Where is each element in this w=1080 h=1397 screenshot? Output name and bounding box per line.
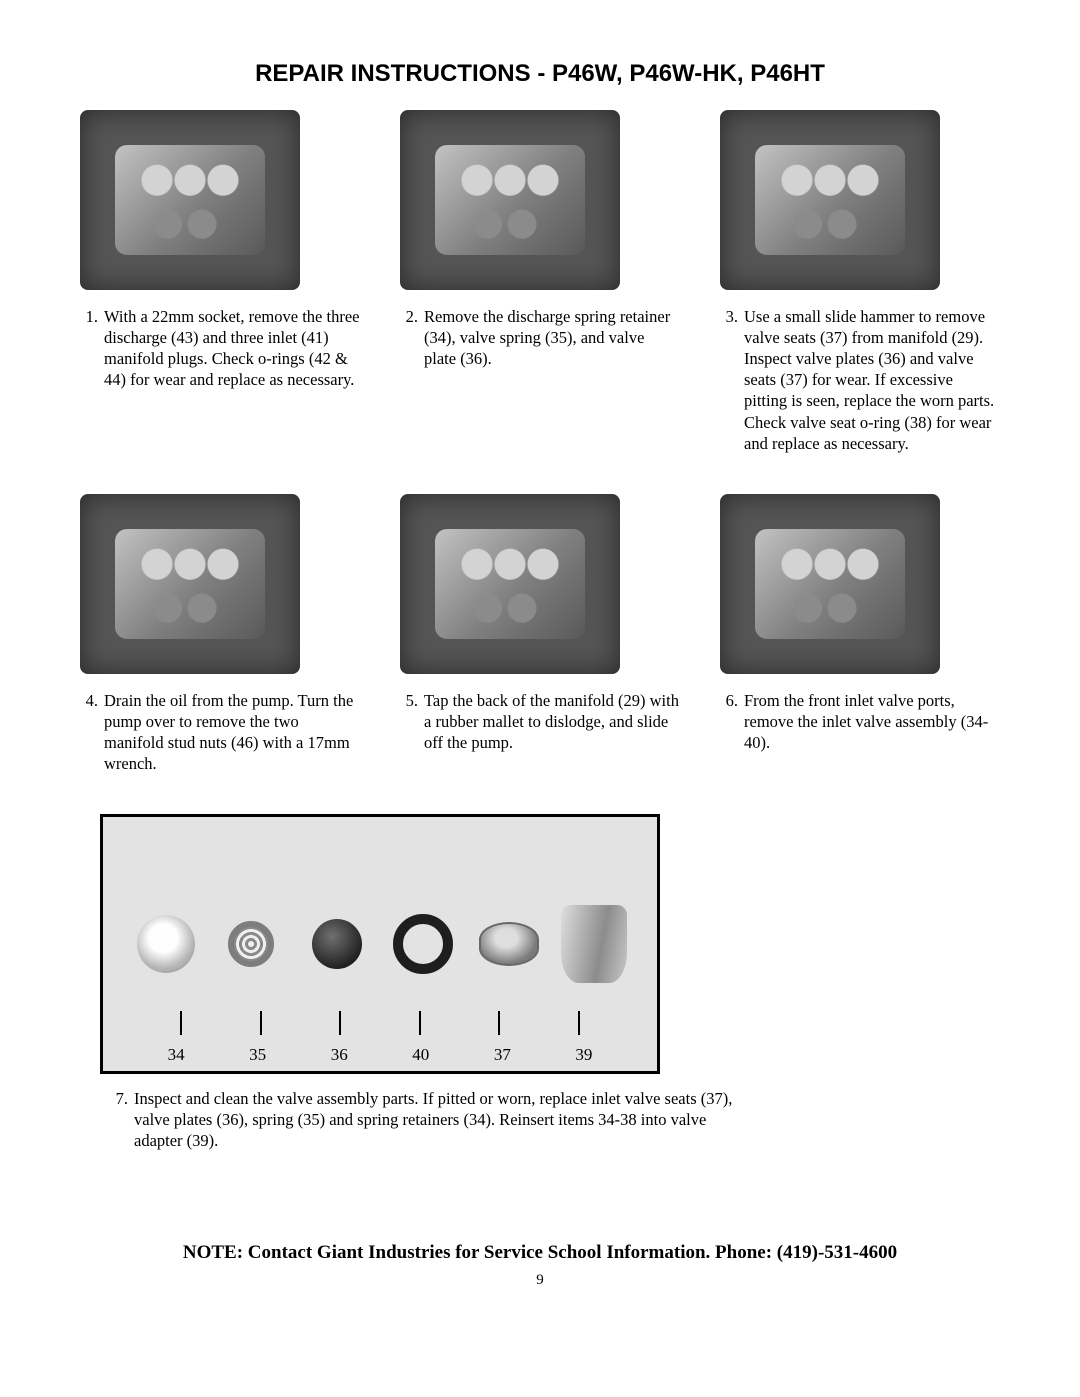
step-4-photo <box>80 494 300 674</box>
step-num: 7. <box>110 1088 134 1151</box>
parts-photo: 34 35 36 40 37 39 <box>100 814 660 1074</box>
part-35-spring-icon <box>218 911 284 977</box>
step-2-photo <box>400 110 620 290</box>
page-number: 9 <box>80 1272 1000 1289</box>
step-5-photo <box>400 494 620 674</box>
step-text: Inspect and clean the valve assembly par… <box>134 1088 750 1151</box>
part-label: 34 <box>168 1045 185 1065</box>
step-4: 4. Drain the oil from the pump. Turn the… <box>80 494 360 774</box>
step-text: Tap the back of the manifold (29) with a… <box>424 690 680 753</box>
part-37-seat-icon <box>476 911 542 977</box>
step-text: From the front inlet valve ports, remove… <box>744 690 1000 753</box>
parts-tick-marks <box>103 1011 657 1035</box>
step-1-photo <box>80 110 300 290</box>
step-1-caption: 1. With a 22mm socket, remove the three … <box>80 306 360 390</box>
parts-labels: 34 35 36 40 37 39 <box>103 1045 657 1065</box>
step-6-photo <box>720 494 940 674</box>
step-2-caption: 2. Remove the discharge spring retainer … <box>400 306 680 369</box>
step-text: With a 22mm socket, remove the three dis… <box>104 306 360 390</box>
step-3-caption: 3. Use a small slide hammer to remove va… <box>720 306 1000 454</box>
step-num: 4. <box>80 690 104 774</box>
step-num: 6. <box>720 690 744 753</box>
step-text: Drain the oil from the pump. Turn the pu… <box>104 690 360 774</box>
page-title: REPAIR INSTRUCTIONS - P46W, P46W-HK, P46… <box>80 60 1000 88</box>
steps-row-1: 1. With a 22mm socket, remove the three … <box>80 110 1000 454</box>
step-2: 2. Remove the discharge spring retainer … <box>400 110 680 454</box>
part-label: 37 <box>494 1045 511 1065</box>
part-label: 35 <box>249 1045 266 1065</box>
part-label: 40 <box>412 1045 429 1065</box>
step-5: 5. Tap the back of the manifold (29) wit… <box>400 494 680 774</box>
step-num: 2. <box>400 306 424 369</box>
steps-row-2: 4. Drain the oil from the pump. Turn the… <box>80 494 1000 774</box>
step-4-caption: 4. Drain the oil from the pump. Turn the… <box>80 690 360 774</box>
part-40-oring-icon <box>390 911 456 977</box>
step-1: 1. With a 22mm socket, remove the three … <box>80 110 360 454</box>
step-num: 1. <box>80 306 104 390</box>
step-3: 3. Use a small slide hammer to remove va… <box>720 110 1000 454</box>
step-num: 3. <box>720 306 744 454</box>
part-36-plate-icon <box>304 911 370 977</box>
step-3-photo <box>720 110 940 290</box>
part-34-retainer-icon <box>133 911 199 977</box>
footer-note: NOTE: Contact Giant Industries for Servi… <box>80 1242 1000 1264</box>
part-label: 39 <box>575 1045 592 1065</box>
part-label: 36 <box>331 1045 348 1065</box>
step-6-caption: 6. From the front inlet valve ports, rem… <box>720 690 1000 753</box>
step-text: Remove the discharge spring retainer (34… <box>424 306 680 369</box>
parts-figure: 34 35 36 40 37 39 <box>100 814 660 1074</box>
step-5-caption: 5. Tap the back of the manifold (29) wit… <box>400 690 680 753</box>
step-text: Use a small slide hammer to remove valve… <box>744 306 1000 454</box>
step-7-caption: 7. Inspect and clean the valve assembly … <box>110 1088 750 1151</box>
step-num: 5. <box>400 690 424 753</box>
part-39-adapter-icon <box>561 911 627 977</box>
step-6: 6. From the front inlet valve ports, rem… <box>720 494 1000 774</box>
